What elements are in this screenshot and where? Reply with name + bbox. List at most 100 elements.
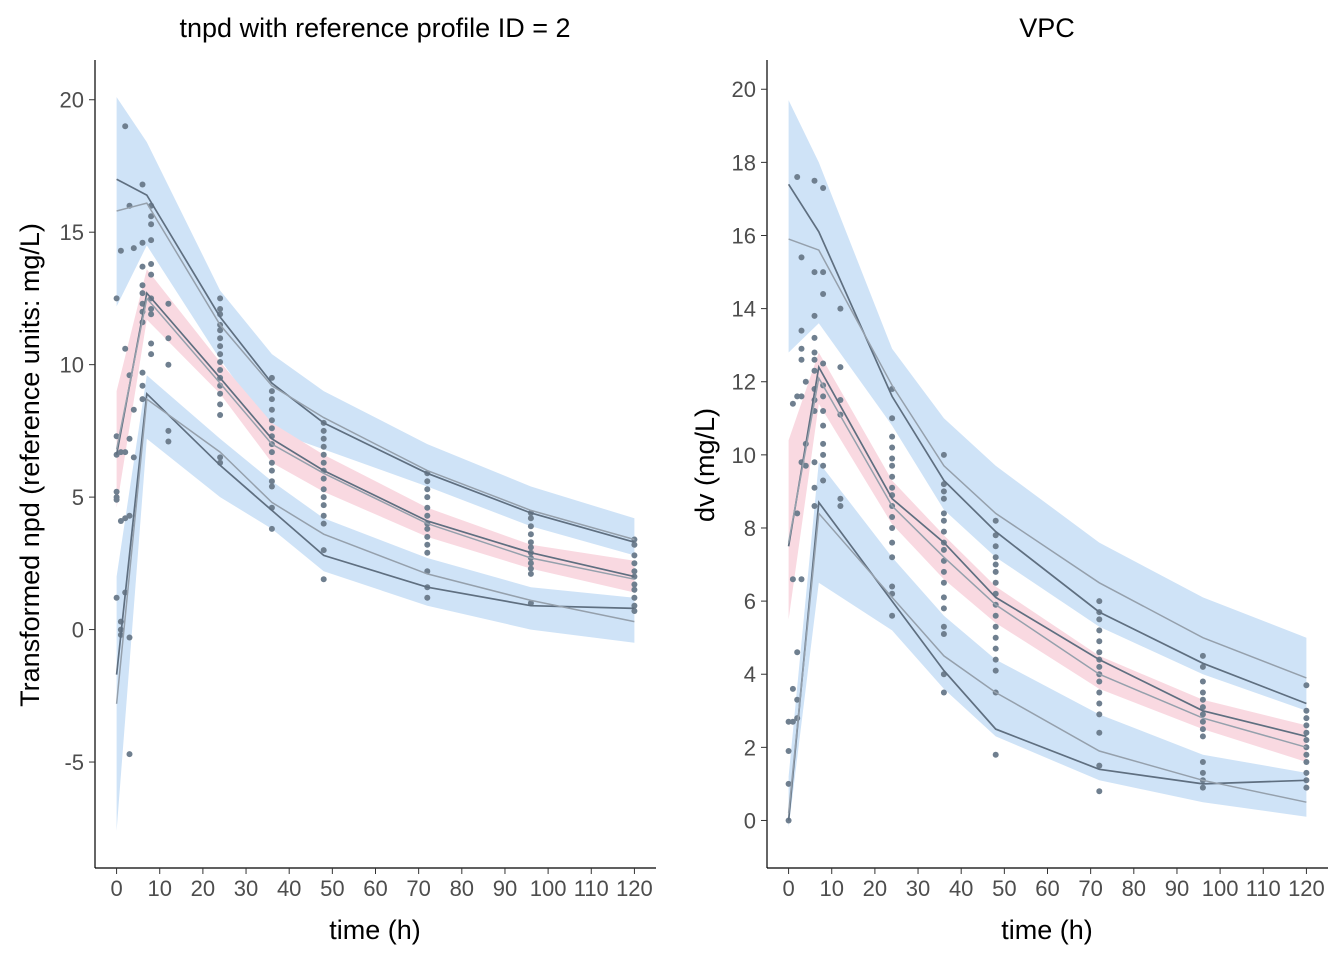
tnpd-data-point [527,531,534,538]
vpc-data-point [802,378,809,385]
tnpd-data-point [148,271,155,278]
tnpd-y-tick-label: 10 [60,353,84,378]
tnpd-data-point [527,523,534,530]
tnpd-data-point [320,459,327,466]
vpc-data-point [889,455,896,462]
vpc-y-tick-label: 16 [732,223,756,248]
vpc-data-point [798,356,805,363]
tnpd-data-point [217,335,224,342]
vpc-data-point [820,185,827,191]
tnpd-data-point [320,512,327,519]
vpc-simulated-percentile-line [787,375,1307,749]
vpc-y-tick-label: 4 [744,662,756,687]
tnpd-data-point [148,221,155,228]
vpc-y-tick-label: 10 [732,443,756,468]
tnpd-data-point [139,239,146,246]
vpc-data-point [794,393,801,400]
tnpd-data-point [122,449,129,456]
vpc-data-point [940,495,947,502]
vpc-data-point [1096,649,1103,656]
vpc-data-point [992,634,999,641]
vpc-x-axis-title: time (h) [1001,915,1093,945]
vpc-data-point [992,579,999,586]
vpc-median-pi-band [788,352,1307,762]
vpc-y-tick-label: 6 [744,589,756,614]
tnpd-data-point [139,263,146,270]
tnpd-data-point [117,247,124,254]
vpc-data-point [1199,696,1206,703]
vpc-data-point [1096,729,1103,736]
tnpd-observed-percentile-line [115,391,635,675]
vpc-data-point [1199,704,1206,711]
vpc-data-point [820,422,827,429]
vpc-data-point [789,718,796,725]
tnpd-data-point [113,488,120,495]
vpc-data-point [1303,715,1310,722]
tnpd-x-tick-label: 70 [406,876,430,901]
tnpd-data-point [320,451,327,458]
tnpd-data-point [117,518,124,524]
vpc-y-tick-label: 20 [732,77,756,102]
vpc-data-point [1303,751,1310,758]
vpc-data-point [940,546,947,553]
tnpd-data-point [320,435,327,442]
vpc-data-point [1096,700,1103,707]
vpc-data-point [889,484,896,491]
vpc-data-point [811,459,818,466]
vpc-data-point [940,605,947,612]
vpc-panel-title: VPC [1019,13,1075,43]
tnpd-data-point [320,494,327,501]
vpc-data-point [811,503,818,509]
vpc-x-tick-label: 80 [1122,876,1146,901]
tnpd-data-point [113,433,120,440]
vpc-data-point [811,269,818,276]
tnpd-x-tick-label: 20 [191,876,215,901]
tnpd-data-point [527,560,534,567]
tnpd-data-point [268,388,275,395]
vpc-x-tick-label: 120 [1288,876,1325,901]
tnpd-data-point [139,369,146,376]
tnpd-data-point [126,435,133,442]
vpc-data-point [940,623,947,630]
vpc-simulated-percentile-line [788,238,1307,679]
vpc-data-point [820,440,827,447]
tnpd-data-point [631,552,638,559]
tnpd-data-point [130,454,137,461]
tnpd-data-point [148,306,155,312]
vpc-data-point [811,484,818,491]
tnpd-data-point [126,751,133,758]
vpc-data-point [992,568,999,575]
tnpd-data-point [148,237,155,244]
vpc-data-point [798,327,805,334]
vpc-data-point [789,576,796,583]
tnpd-data-point [268,406,275,413]
vpc-data-point [1096,638,1103,645]
tnpd-data-point [117,449,124,456]
vpc-data-point [1303,784,1310,791]
vpc-data-point [1303,759,1310,765]
vpc-data-point [889,433,896,440]
vpc-data-point [992,623,999,630]
vpc-data-point [802,462,809,469]
tnpd-x-tick-label: 50 [320,876,344,901]
tnpd-data-point [320,576,327,583]
tnpd-data-point [424,594,431,601]
vpc-data-point [1096,689,1103,696]
tnpd-observed-percentile-line [115,291,635,578]
tnpd-data-point [217,454,224,461]
vpc-data-point [811,367,818,374]
vpc-data-point [1303,737,1310,743]
tnpd-data-point [631,594,638,601]
tnpd-data-point [527,544,534,551]
vpc-x-tick-label: 110 [1246,876,1281,901]
tnpd-data-point [631,541,638,548]
vpc-data-point [1096,598,1103,605]
vpc-data-point [820,451,827,458]
vpc-data-point [837,364,844,371]
tnpd-data-point [165,427,172,434]
tnpd-y-tick-label: 0 [72,618,84,643]
vpc-data-point [811,177,818,184]
tnpd-data-point [268,525,275,532]
tnpd-data-point [165,361,172,368]
